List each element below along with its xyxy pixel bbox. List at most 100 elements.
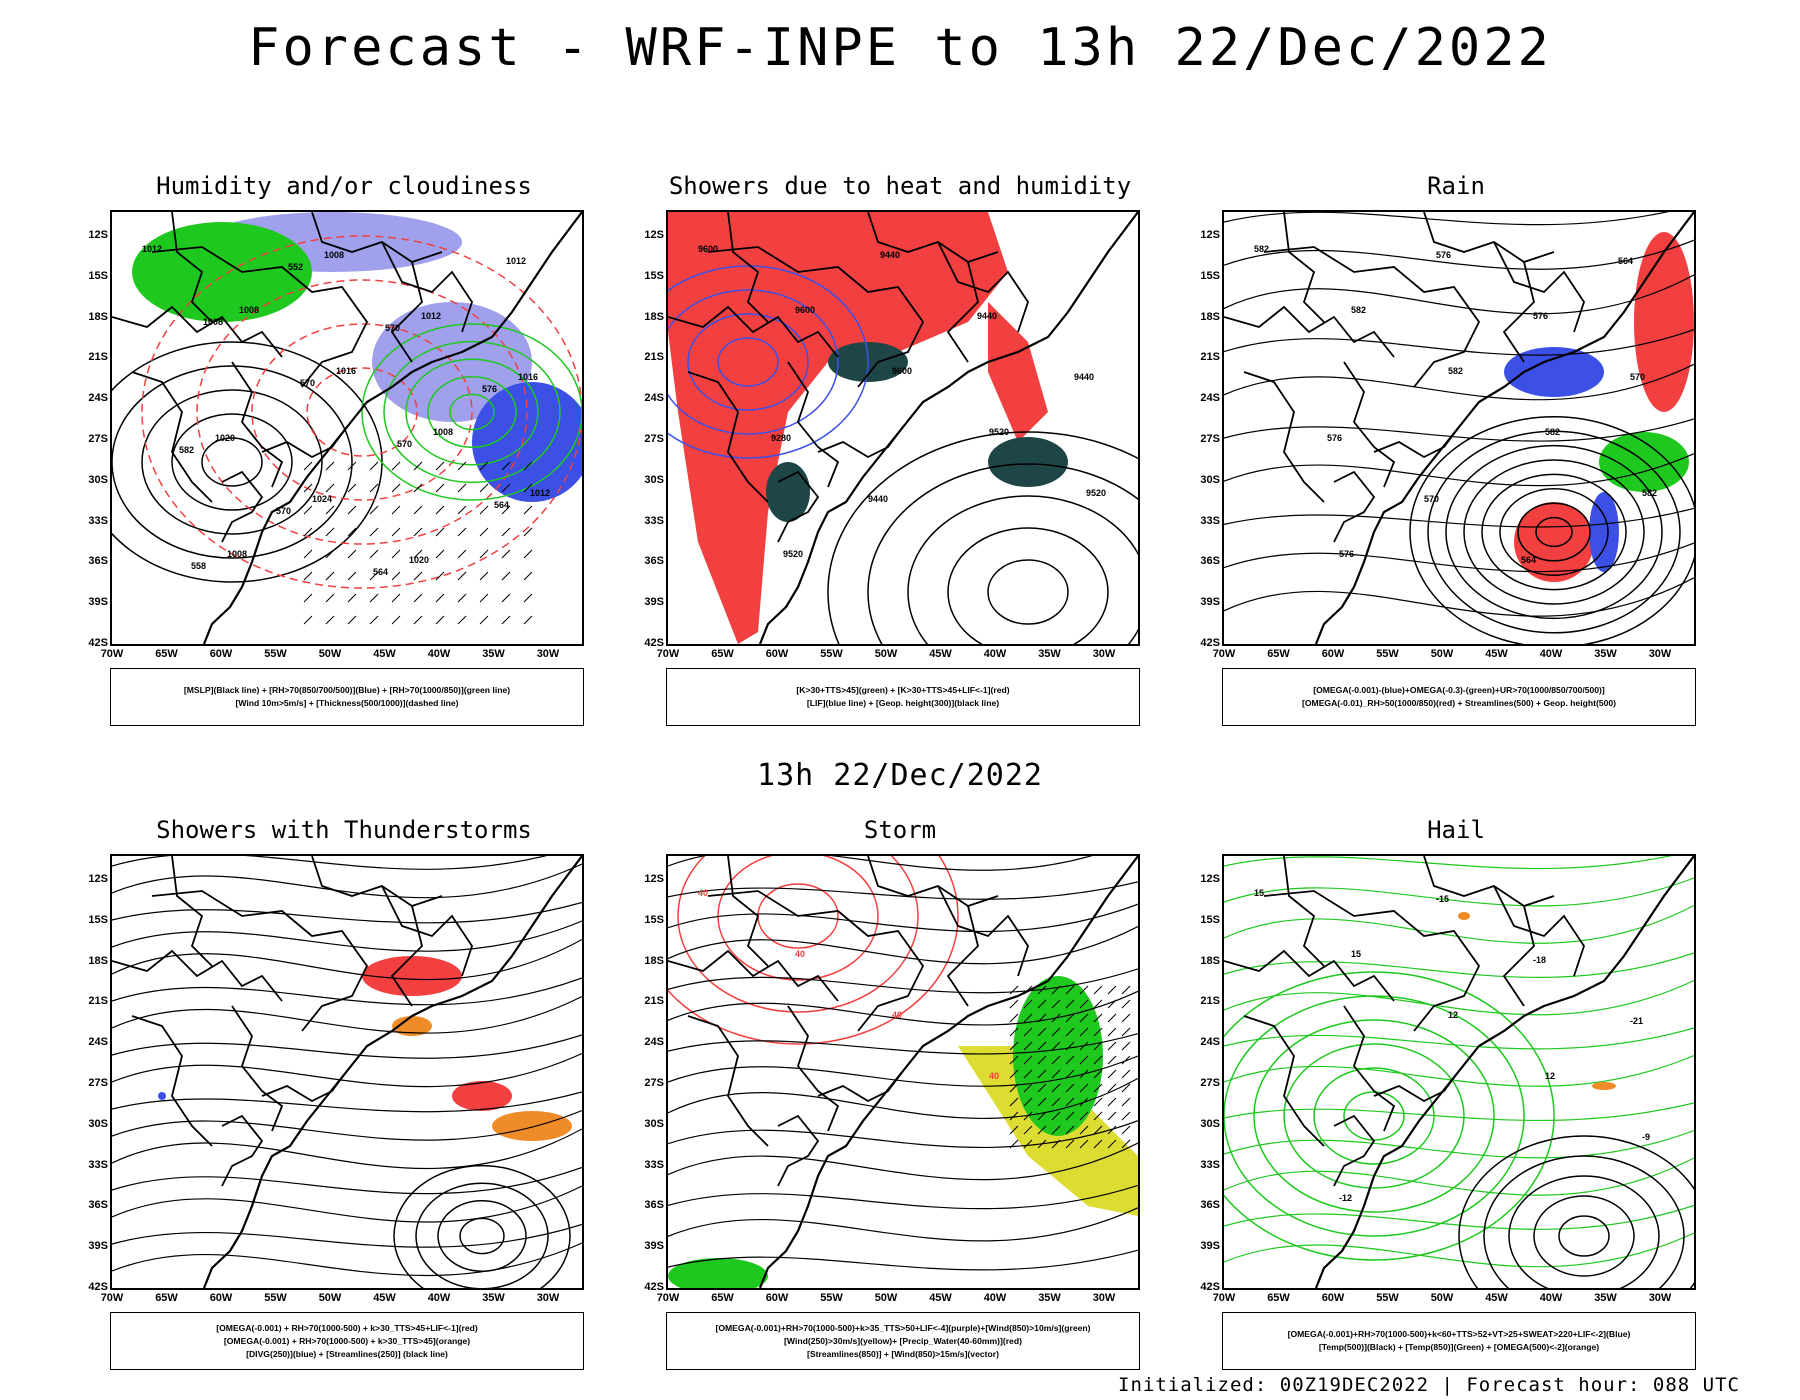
wind-vector xyxy=(1107,1125,1117,1135)
streamline xyxy=(112,901,582,924)
lif-contour xyxy=(687,313,809,411)
streamline-vortex xyxy=(437,1200,527,1272)
thunderstorm-orange-fill xyxy=(492,1111,572,1141)
panel-title: Showers with Thunderstorms xyxy=(156,816,532,844)
temp500-contour xyxy=(1533,1195,1635,1277)
country-border xyxy=(1423,856,1555,907)
contour-label: 15 xyxy=(1254,888,1264,898)
wind-vector xyxy=(523,615,533,625)
wind-vector xyxy=(1121,1069,1131,1079)
lon-tick-label: 30W xyxy=(1648,1292,1672,1304)
streamline xyxy=(1224,1102,1694,1122)
wind-vector xyxy=(1051,1055,1061,1065)
wind-vector xyxy=(1121,1125,1131,1135)
wind-vector xyxy=(1051,1111,1061,1121)
wind-vector xyxy=(1107,985,1117,995)
lon-tick-label: 40W xyxy=(427,648,451,660)
lon-tick-label: 30W xyxy=(1648,648,1672,660)
streamline xyxy=(668,1033,1138,1055)
streamline xyxy=(112,1166,582,1195)
panel-showers-heat-humidity: Showers due to heat and humidity 12S 15S 1… xyxy=(620,172,1180,732)
country-border xyxy=(1263,890,1481,1032)
wind-vector xyxy=(347,527,357,537)
wind-vector xyxy=(1093,1055,1103,1065)
wind-vector xyxy=(1051,985,1061,995)
contour-label: 9600 xyxy=(892,366,912,376)
lon-tick-label: 35W xyxy=(1594,1292,1617,1304)
coastline xyxy=(758,212,1138,644)
wind-vector xyxy=(1051,999,1061,1009)
streamline-vortex xyxy=(1517,502,1591,562)
wind-vector xyxy=(1093,1139,1103,1149)
country-border xyxy=(687,371,769,503)
wind-vector xyxy=(1079,1125,1089,1135)
wind-vector xyxy=(523,549,533,559)
wind-vector xyxy=(1093,1097,1103,1107)
country-border xyxy=(171,856,213,967)
wind-vector xyxy=(1107,1111,1117,1121)
streamline xyxy=(112,977,582,1006)
wind-vector xyxy=(1051,1097,1061,1107)
streamline xyxy=(1224,329,1694,356)
country-border xyxy=(707,890,925,1032)
wind-vector xyxy=(1023,1013,1033,1023)
wind-vector xyxy=(1093,1125,1103,1135)
map-area: 9600 9600 9600 9520 9520 9520 9440 9440 9440 9280… xyxy=(666,210,1140,646)
geopotential-contour xyxy=(867,463,1138,644)
latitude-axis: 12S 15S 18S 21S 24S 27S 30S 33S 36S 39S 42S xyxy=(620,854,664,1293)
wind-vector xyxy=(479,505,489,515)
wind-vector xyxy=(1051,1125,1061,1135)
lat-tick-label: 42S xyxy=(88,1281,108,1293)
wind-vector xyxy=(325,593,335,603)
coastline xyxy=(1314,212,1694,644)
wind-vector xyxy=(1023,1083,1033,1093)
lat-tick-label: 36S xyxy=(644,555,664,568)
streamline xyxy=(1224,952,1694,978)
wind-vector xyxy=(1107,1013,1117,1023)
thickness-contour xyxy=(306,367,418,457)
contour-label: 582 xyxy=(1351,305,1366,315)
country-border xyxy=(707,246,925,388)
streamline xyxy=(1224,856,1673,870)
wind-vector xyxy=(501,549,511,559)
wind-vector xyxy=(369,571,379,581)
wind-vector xyxy=(1065,1111,1075,1121)
wind-vector xyxy=(457,505,467,515)
country-border xyxy=(1224,305,1395,358)
wind-vector xyxy=(1107,1097,1117,1107)
country-border xyxy=(231,361,284,488)
lon-tick-label: 35W xyxy=(482,1292,505,1304)
wind-vector xyxy=(1065,1069,1075,1079)
lat-tick-label: 39S xyxy=(1200,1240,1220,1253)
wind-vector xyxy=(303,549,313,559)
wind-vector xyxy=(303,571,313,581)
wind-vector xyxy=(413,527,423,537)
wind-vector xyxy=(457,593,467,603)
wind-vector xyxy=(1065,1055,1075,1065)
latitude-axis: 12S 15S 18S 21S 24S 27S 30S 33S 36S 39S 42S xyxy=(620,210,664,649)
wind-vector xyxy=(1023,1139,1033,1149)
contour-label: 582 xyxy=(1254,244,1269,254)
country-border xyxy=(112,305,283,358)
wind-vector xyxy=(1079,999,1089,1009)
lat-tick-label: 33S xyxy=(1200,1158,1220,1171)
contour-label: -18 xyxy=(1533,955,1546,965)
rh-contour xyxy=(405,358,539,466)
contour-label: 576 xyxy=(1339,549,1354,559)
wind-vector xyxy=(1079,1013,1089,1023)
contour-label: 9440 xyxy=(880,250,900,260)
lat-tick-label: 15S xyxy=(644,269,664,282)
lon-tick-label: 65W xyxy=(155,648,178,660)
wind-vector xyxy=(479,615,489,625)
lon-tick-label: 55W xyxy=(264,1292,287,1304)
panel-showers-thunderstorms: Showers with Thunderstorms 12S 15S 18S 21S 2… xyxy=(64,816,624,1376)
wind-vector xyxy=(1121,1139,1131,1149)
wind-vector xyxy=(303,505,313,515)
wind-vector xyxy=(1065,1083,1075,1093)
showers-heat-fill xyxy=(766,462,810,522)
lat-tick-label: 30S xyxy=(644,473,664,486)
temp850-contour xyxy=(1224,971,1555,1261)
country-border xyxy=(817,426,904,459)
thickness-contour xyxy=(251,323,473,501)
wind-vector xyxy=(1079,1111,1089,1121)
